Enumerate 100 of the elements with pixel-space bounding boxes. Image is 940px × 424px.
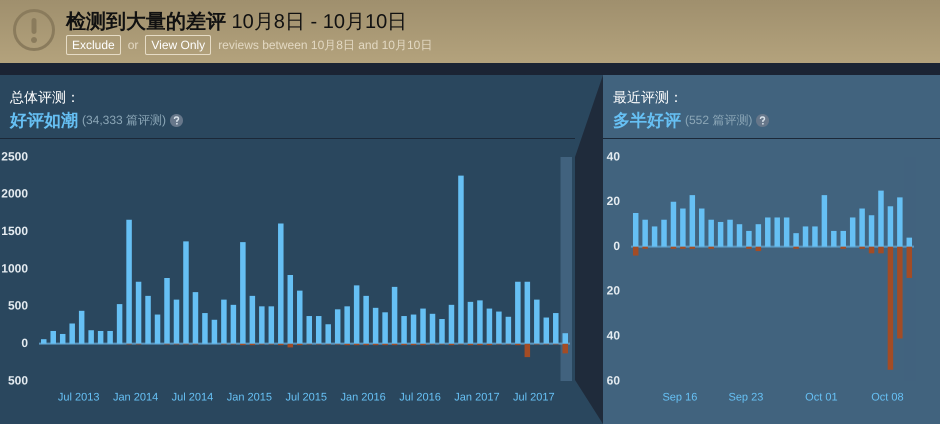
chart-title: 总体评测： bbox=[10, 89, 80, 107]
bar bbox=[850, 217, 856, 247]
bar bbox=[363, 296, 369, 344]
bar bbox=[477, 300, 483, 344]
bar bbox=[88, 330, 94, 344]
bar bbox=[136, 282, 142, 344]
bar bbox=[632, 246, 638, 256]
chart-subtitle: 多半好评 bbox=[613, 110, 681, 132]
y-tick-label: 2500 bbox=[1, 149, 28, 164]
bar bbox=[154, 314, 160, 344]
bar bbox=[50, 330, 56, 344]
bar bbox=[420, 308, 426, 344]
bar bbox=[259, 306, 265, 344]
bar bbox=[448, 304, 454, 344]
chart-title: 最近评测： bbox=[613, 89, 683, 107]
bar bbox=[316, 316, 322, 344]
bar bbox=[230, 304, 236, 344]
bar bbox=[98, 330, 104, 344]
bar bbox=[822, 195, 828, 247]
x-tick-label: Jan 2015 bbox=[226, 392, 272, 404]
x-tick-label: Oct 08 bbox=[871, 392, 904, 404]
bar bbox=[288, 274, 294, 344]
bar bbox=[506, 316, 512, 344]
bar bbox=[897, 197, 903, 247]
x-tick-label: Jul 2017 bbox=[513, 392, 555, 404]
x-tick-label: Sep 23 bbox=[728, 392, 764, 404]
chart-subtitle: 好评如潮 bbox=[10, 110, 78, 132]
y-tick-label: 2000 bbox=[1, 186, 28, 201]
bar bbox=[268, 306, 274, 344]
bar bbox=[878, 190, 884, 247]
bar bbox=[354, 285, 360, 344]
text: reviews between 10月8日 and 10月10日 bbox=[218, 36, 432, 54]
y-tick-label: 500 bbox=[8, 298, 28, 313]
bar bbox=[486, 308, 492, 344]
bar bbox=[192, 292, 198, 344]
bar bbox=[401, 316, 407, 344]
bar bbox=[145, 296, 151, 344]
bar bbox=[793, 233, 799, 247]
text: (552 篇评测) bbox=[685, 112, 752, 129]
x-tick-label: Jul 2016 bbox=[399, 392, 441, 404]
bar bbox=[325, 324, 331, 344]
bar bbox=[288, 344, 294, 348]
bar bbox=[746, 230, 752, 247]
bar bbox=[553, 313, 559, 344]
bar bbox=[878, 246, 884, 254]
bar bbox=[306, 316, 312, 344]
y-tick-label: 40 bbox=[606, 149, 620, 164]
bar bbox=[392, 286, 398, 344]
bar bbox=[859, 208, 865, 247]
bar bbox=[868, 215, 874, 247]
bar bbox=[78, 310, 84, 344]
text: or bbox=[128, 38, 138, 52]
y-tick-label: 500 bbox=[8, 373, 28, 388]
x-tick-label: Jul 2014 bbox=[172, 392, 214, 404]
x-tick-label: Jul 2015 bbox=[285, 392, 328, 404]
bar bbox=[661, 220, 667, 247]
y-tick-label: 20 bbox=[606, 284, 620, 298]
bar bbox=[652, 226, 658, 247]
bar bbox=[562, 333, 568, 344]
bar bbox=[60, 334, 66, 344]
text: Exclude bbox=[66, 35, 121, 55]
x-tick-label: Oct 01 bbox=[805, 392, 838, 404]
y-tick-label: 40 bbox=[606, 328, 620, 343]
bar bbox=[784, 217, 790, 247]
bar bbox=[670, 202, 676, 247]
bar bbox=[221, 300, 227, 344]
bar bbox=[642, 220, 648, 247]
text: View Only bbox=[145, 35, 212, 55]
bar bbox=[250, 296, 256, 344]
x-tick-label: Jan 2016 bbox=[340, 392, 386, 404]
text: 检测到大量的差评 bbox=[66, 11, 226, 33]
bar bbox=[278, 223, 284, 344]
x-tick-label: Sep 16 bbox=[662, 392, 698, 404]
bar bbox=[708, 220, 714, 247]
bar bbox=[430, 314, 436, 344]
bar bbox=[756, 224, 762, 247]
bar bbox=[334, 309, 340, 344]
bar bbox=[736, 224, 742, 247]
bar bbox=[774, 217, 780, 247]
bar bbox=[888, 246, 894, 370]
bar bbox=[496, 312, 502, 344]
bar bbox=[812, 226, 818, 247]
text: (34,333 篇评测) bbox=[82, 112, 166, 129]
bar bbox=[831, 230, 837, 247]
text: 10月8日 - 10月10日 bbox=[232, 11, 408, 33]
bar bbox=[515, 282, 521, 344]
y-tick-label: 1500 bbox=[1, 224, 28, 238]
x-tick-label: Jul 2013 bbox=[58, 392, 100, 404]
y-tick-label: 0 bbox=[613, 238, 620, 253]
bar bbox=[680, 208, 686, 247]
bar bbox=[164, 278, 170, 344]
bar bbox=[897, 246, 903, 338]
bar bbox=[718, 222, 724, 247]
bar bbox=[524, 344, 530, 358]
bar bbox=[297, 290, 303, 344]
bar bbox=[802, 226, 808, 247]
bar bbox=[382, 312, 388, 344]
bar bbox=[765, 217, 771, 247]
bar bbox=[69, 324, 75, 344]
bar bbox=[107, 330, 113, 344]
